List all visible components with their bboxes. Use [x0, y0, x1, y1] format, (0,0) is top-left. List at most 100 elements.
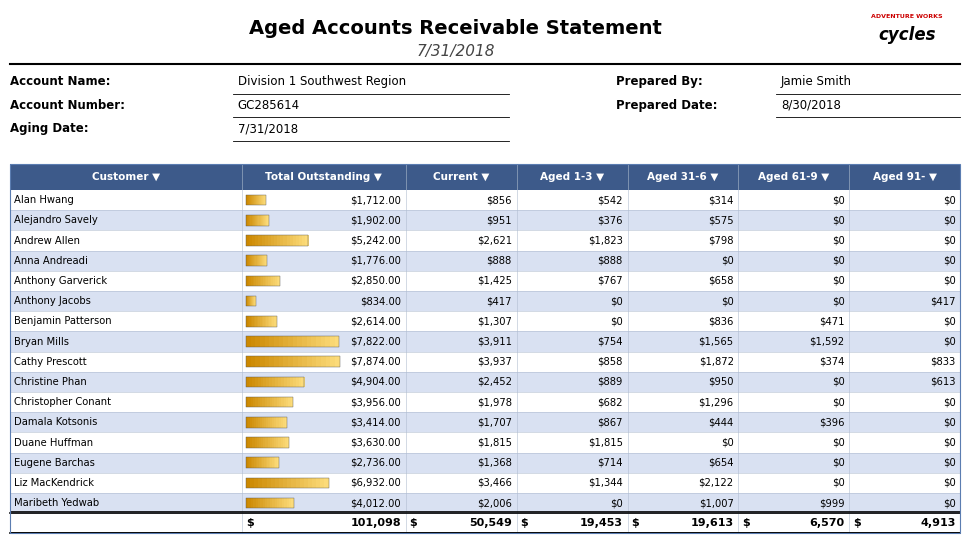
Text: ADVENTURE WORKS: ADVENTURE WORKS: [870, 14, 942, 19]
FancyBboxPatch shape: [273, 276, 274, 286]
FancyBboxPatch shape: [246, 357, 250, 367]
FancyBboxPatch shape: [265, 235, 267, 246]
Text: $6,932.00: $6,932.00: [350, 478, 400, 488]
Text: $: $: [853, 518, 860, 529]
Text: GC285614: GC285614: [237, 99, 299, 112]
FancyBboxPatch shape: [311, 336, 316, 347]
Text: Damala Kotsonis: Damala Kotsonis: [14, 417, 97, 428]
FancyBboxPatch shape: [266, 316, 267, 327]
FancyBboxPatch shape: [262, 417, 265, 428]
Text: Prepared Date:: Prepared Date:: [615, 99, 717, 112]
FancyBboxPatch shape: [265, 256, 266, 266]
Text: $417: $417: [929, 296, 954, 306]
Text: 19,613: 19,613: [690, 518, 733, 529]
FancyBboxPatch shape: [262, 256, 263, 266]
FancyBboxPatch shape: [286, 498, 289, 508]
FancyBboxPatch shape: [275, 316, 277, 327]
Text: $1,776.00: $1,776.00: [350, 256, 400, 266]
FancyBboxPatch shape: [269, 357, 274, 367]
FancyBboxPatch shape: [255, 357, 260, 367]
FancyBboxPatch shape: [255, 498, 258, 508]
Text: $471: $471: [818, 316, 844, 327]
FancyBboxPatch shape: [271, 458, 273, 468]
Text: $3,466: $3,466: [477, 478, 512, 488]
FancyBboxPatch shape: [257, 195, 258, 205]
FancyBboxPatch shape: [263, 316, 265, 327]
FancyBboxPatch shape: [260, 397, 263, 407]
FancyBboxPatch shape: [263, 276, 265, 286]
FancyBboxPatch shape: [274, 276, 276, 286]
FancyBboxPatch shape: [293, 377, 296, 387]
Text: $1,368: $1,368: [477, 458, 512, 468]
FancyBboxPatch shape: [261, 377, 264, 387]
FancyBboxPatch shape: [267, 498, 269, 508]
FancyBboxPatch shape: [246, 377, 249, 387]
Text: 50,549: 50,549: [468, 518, 512, 529]
FancyBboxPatch shape: [258, 377, 261, 387]
Text: $951: $951: [485, 215, 512, 225]
Text: $0: $0: [942, 478, 954, 488]
Text: $2,621: $2,621: [476, 235, 512, 246]
Text: $888: $888: [486, 256, 512, 266]
FancyBboxPatch shape: [334, 357, 339, 367]
Text: $1,425: $1,425: [477, 276, 512, 286]
FancyBboxPatch shape: [261, 276, 263, 286]
FancyBboxPatch shape: [252, 316, 254, 327]
FancyBboxPatch shape: [316, 357, 321, 367]
FancyBboxPatch shape: [265, 276, 266, 286]
FancyBboxPatch shape: [269, 336, 273, 347]
Text: $7,874.00: $7,874.00: [350, 357, 400, 367]
FancyBboxPatch shape: [270, 417, 272, 428]
FancyBboxPatch shape: [257, 437, 259, 448]
Text: $0: $0: [942, 458, 954, 468]
FancyBboxPatch shape: [258, 417, 260, 428]
Text: $0: $0: [942, 397, 954, 407]
FancyBboxPatch shape: [262, 195, 264, 205]
FancyBboxPatch shape: [293, 357, 297, 367]
FancyBboxPatch shape: [271, 437, 274, 448]
Text: $5,242.00: $5,242.00: [350, 235, 400, 246]
FancyBboxPatch shape: [255, 316, 257, 327]
FancyBboxPatch shape: [261, 195, 262, 205]
Text: $1,978: $1,978: [477, 397, 512, 407]
FancyBboxPatch shape: [287, 478, 292, 488]
FancyBboxPatch shape: [246, 498, 248, 508]
FancyBboxPatch shape: [10, 412, 959, 432]
FancyBboxPatch shape: [246, 437, 248, 448]
Text: Aged Accounts Receivable Statement: Aged Accounts Receivable Statement: [249, 19, 662, 38]
Text: 7/31/2018: 7/31/2018: [417, 44, 494, 58]
FancyBboxPatch shape: [263, 437, 266, 448]
FancyBboxPatch shape: [256, 256, 258, 266]
Text: $1,565: $1,565: [698, 336, 733, 347]
FancyBboxPatch shape: [269, 316, 270, 327]
FancyBboxPatch shape: [272, 498, 274, 508]
FancyBboxPatch shape: [276, 276, 278, 286]
Text: $374: $374: [819, 357, 844, 367]
FancyBboxPatch shape: [254, 195, 255, 205]
FancyBboxPatch shape: [260, 357, 265, 367]
FancyBboxPatch shape: [264, 458, 266, 468]
FancyBboxPatch shape: [252, 377, 255, 387]
Text: $0: $0: [942, 316, 954, 327]
Text: Aged 61-9 ▼: Aged 61-9 ▼: [758, 172, 828, 182]
FancyBboxPatch shape: [263, 256, 264, 266]
Text: $834.00: $834.00: [359, 296, 400, 306]
FancyBboxPatch shape: [271, 276, 273, 286]
FancyBboxPatch shape: [250, 336, 255, 347]
FancyBboxPatch shape: [281, 377, 284, 387]
Text: $0: $0: [831, 215, 844, 225]
FancyBboxPatch shape: [267, 235, 270, 246]
FancyBboxPatch shape: [246, 276, 247, 286]
FancyBboxPatch shape: [283, 336, 288, 347]
Text: Bryan Mills: Bryan Mills: [14, 336, 69, 347]
FancyBboxPatch shape: [278, 276, 280, 286]
FancyBboxPatch shape: [246, 397, 248, 407]
FancyBboxPatch shape: [252, 256, 253, 266]
Text: $950: $950: [707, 377, 733, 387]
FancyBboxPatch shape: [253, 195, 254, 205]
Text: $4,904.00: $4,904.00: [350, 377, 400, 387]
FancyBboxPatch shape: [265, 336, 269, 347]
FancyBboxPatch shape: [10, 352, 959, 372]
FancyBboxPatch shape: [269, 498, 272, 508]
FancyBboxPatch shape: [255, 336, 260, 347]
